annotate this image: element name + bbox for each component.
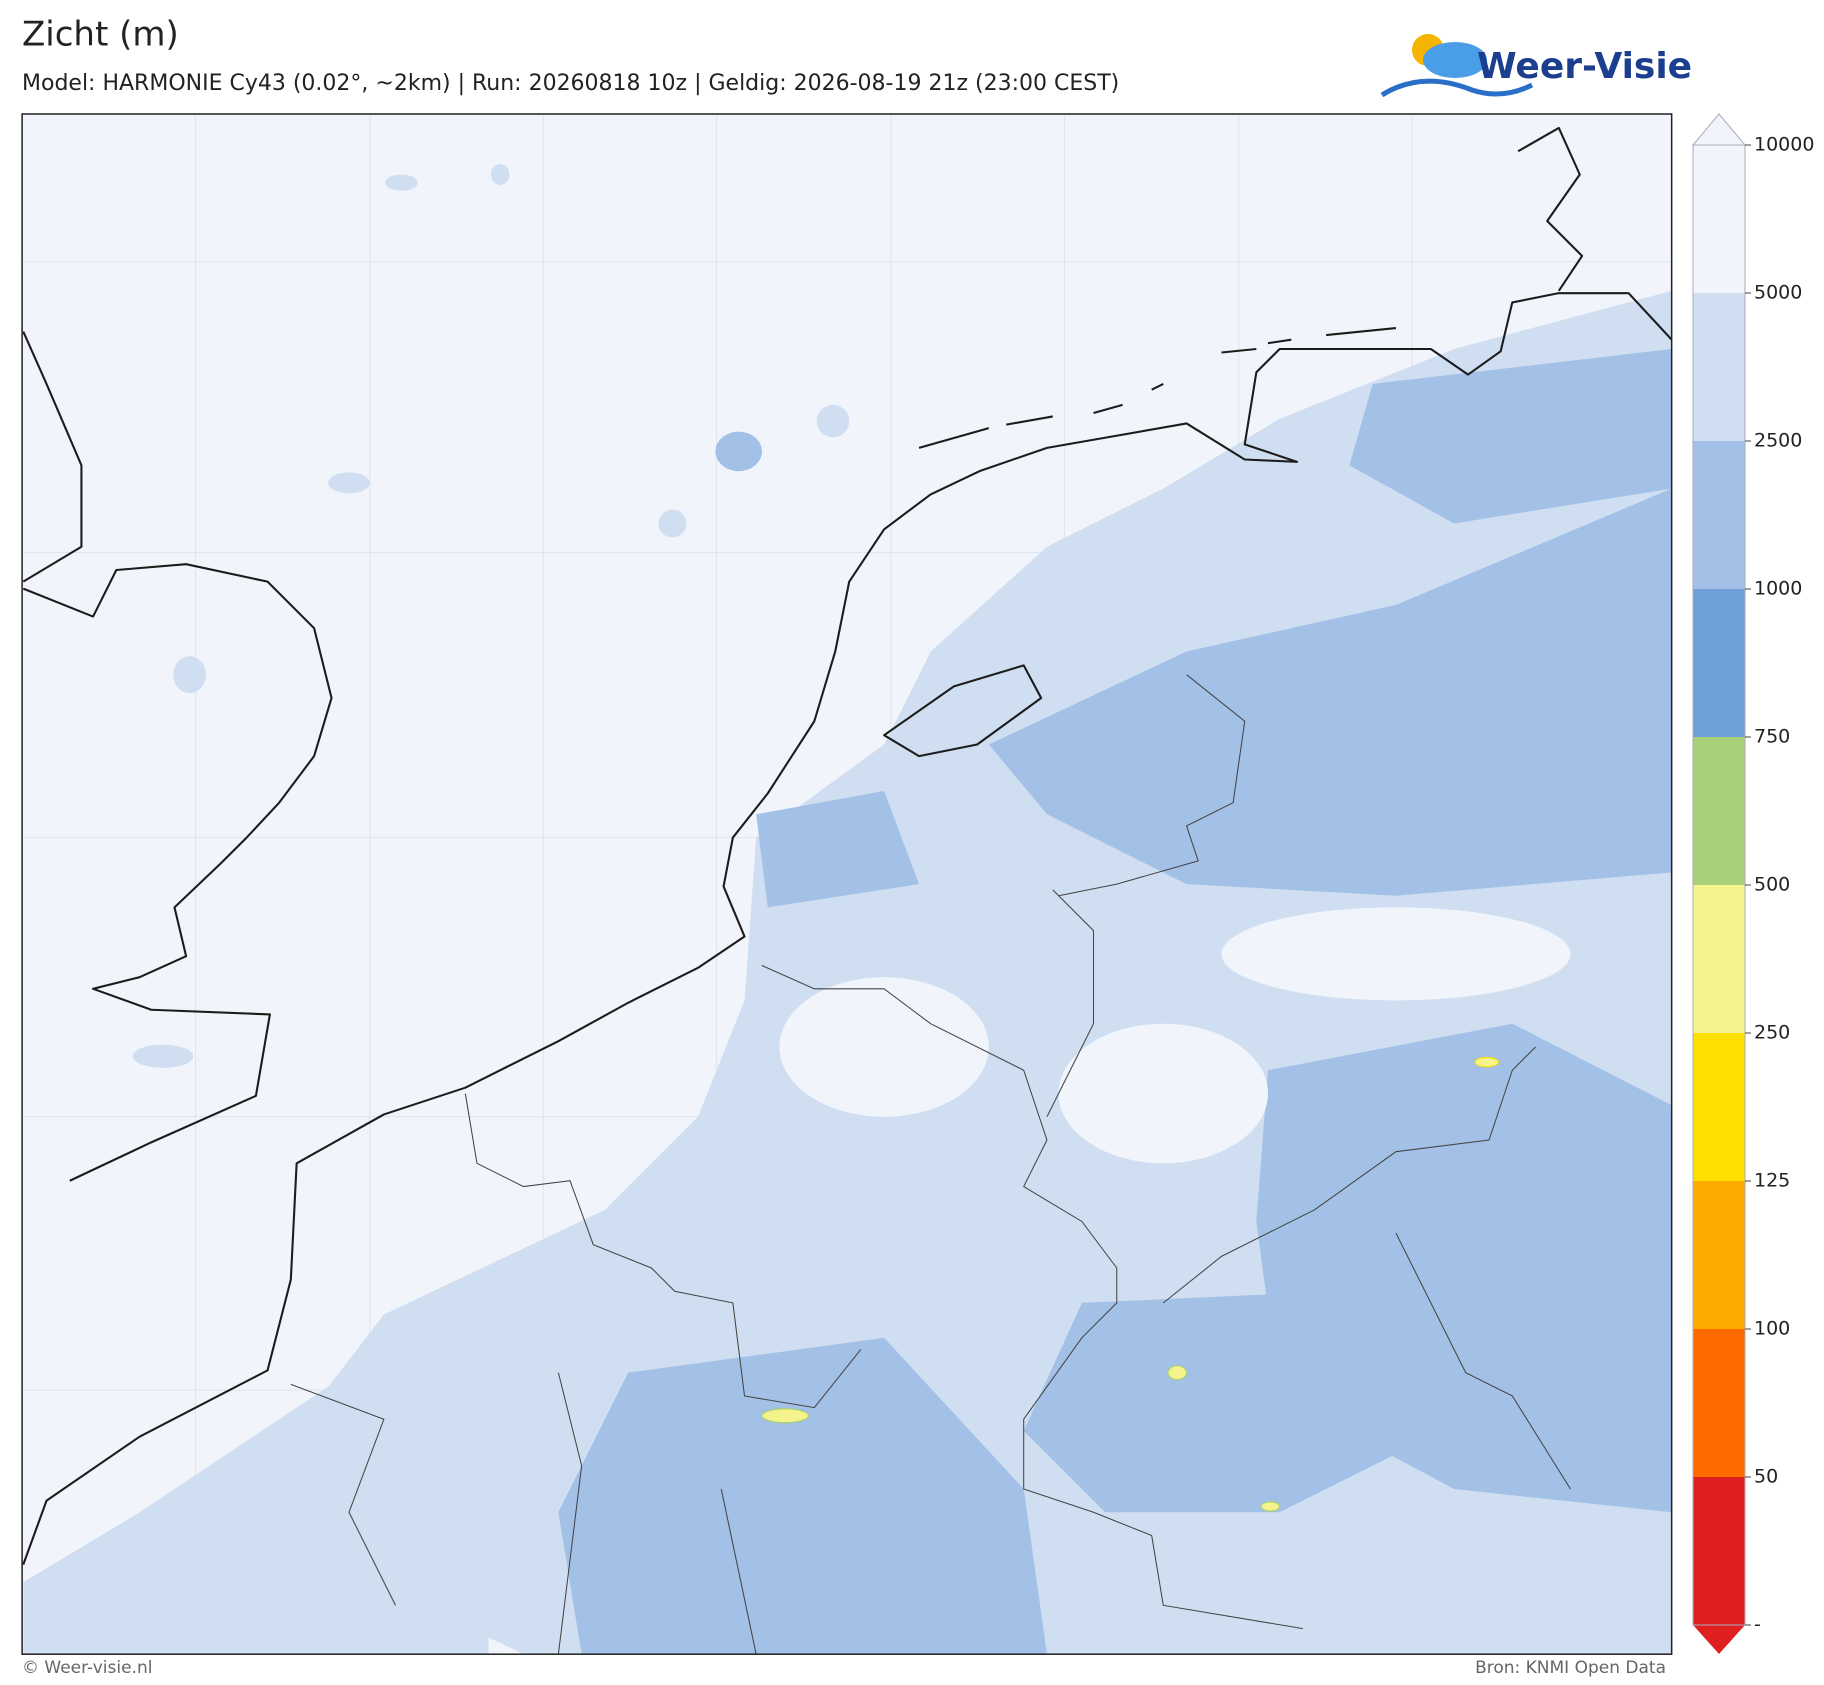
colorbar-label: 250 <box>1754 1022 1790 1044</box>
colorbar-band <box>1693 1477 1745 1625</box>
colorbar-band <box>1693 1033 1745 1181</box>
map <box>21 113 1673 1655</box>
colorbar-bottom-extend <box>1693 1625 1745 1654</box>
borders <box>290 674 1571 1655</box>
footer-left: © Weer-visie.nl <box>22 1658 152 1678</box>
visibility-field <box>23 164 1672 1655</box>
colorbar-label: 1000 <box>1754 578 1802 600</box>
colorbar-label: 100 <box>1754 1318 1790 1340</box>
footer-right: Bron: KNMI Open Data <box>1475 1658 1666 1678</box>
colorbar-label: - <box>1754 1614 1761 1636</box>
colorbar-band <box>1693 589 1745 737</box>
colorbar-band <box>1693 1181 1745 1329</box>
colorbar-label: 50 <box>1754 1466 1778 1488</box>
logo-text: Weer-Visie <box>1477 46 1692 87</box>
colorbar-label: 500 <box>1754 874 1790 896</box>
coastlines <box>22 126 1672 1565</box>
colorbar: 10000 5000 2500 1000 750 500 250 125 100 50 - <box>1691 113 1814 1654</box>
colorbar-band <box>1693 1329 1745 1477</box>
subtitle: Model: HARMONIE Cy43 (0.02°, ~2km) | Run… <box>22 71 1119 96</box>
colorbar-band <box>1693 145 1745 293</box>
logo: Weer-Visie <box>1380 34 1692 98</box>
colorbar-band <box>1693 885 1745 1033</box>
colorbar-top-extend <box>1691 113 1747 146</box>
colorbar-label: 125 <box>1754 1170 1790 1192</box>
colorbar-label: 2500 <box>1754 430 1802 452</box>
colorbar-band <box>1693 293 1745 441</box>
title: Zicht (m) <box>22 15 179 55</box>
colorbar-label: 750 <box>1754 726 1790 748</box>
colorbar-label: 5000 <box>1754 282 1802 304</box>
colorbar-band <box>1693 441 1745 589</box>
colorbar-label: 10000 <box>1754 134 1814 156</box>
colorbar-band <box>1693 737 1745 885</box>
